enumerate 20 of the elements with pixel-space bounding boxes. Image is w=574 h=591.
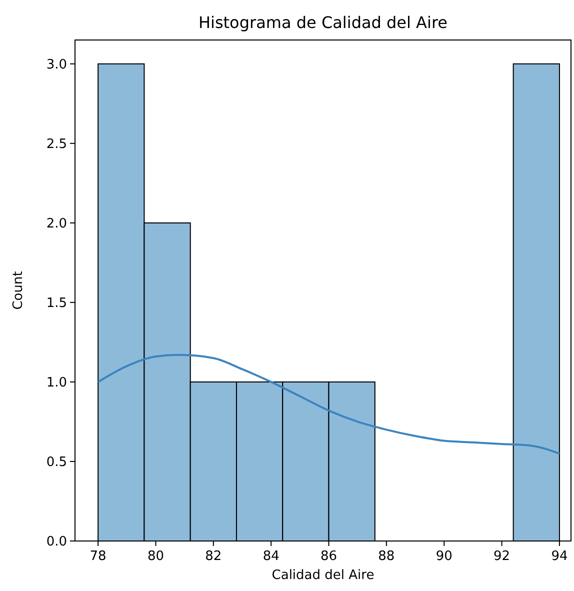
y-tick-label: 1.5: [46, 296, 67, 311]
line-series: [97, 354, 560, 455]
x-tick-label: 80: [147, 549, 164, 564]
y-tick-label: 3.0: [46, 57, 67, 72]
y-tick-label: 0.0: [46, 534, 67, 550]
x-tick-label: 90: [436, 549, 452, 564]
x-tick-label: 94: [551, 549, 568, 564]
y-axis-title: Count: [11, 271, 26, 310]
x-tick-label: 82: [205, 549, 222, 564]
x-tick-label: 78: [90, 549, 106, 564]
y-tick-label: 2.0: [46, 216, 67, 232]
x-axis-title: Calidad del Aire: [272, 568, 374, 583]
x-tick-label: 88: [378, 549, 395, 564]
x-tick-label: 92: [494, 549, 510, 564]
chart-title: Histograma de Calidad del Aire: [198, 13, 448, 32]
x-tick-label: 86: [320, 549, 338, 564]
y-tick-label: 1.0: [46, 376, 67, 390]
x-tick-label: 84: [262, 549, 280, 564]
y-tick-label: 2.5: [46, 136, 67, 152]
y-tick-label: 0.5: [46, 455, 67, 470]
